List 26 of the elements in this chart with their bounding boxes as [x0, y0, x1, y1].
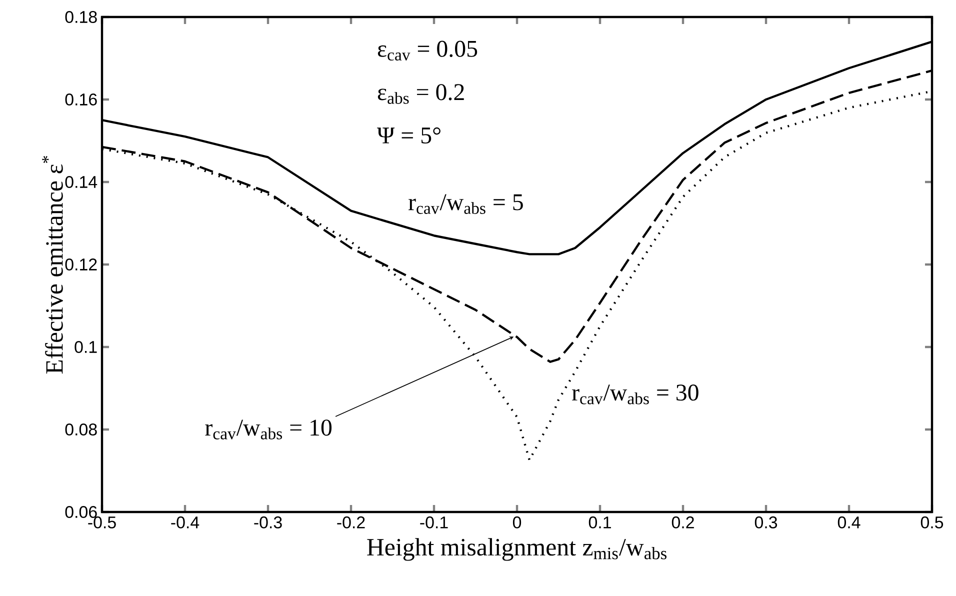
- text: r$_{cav}$/w$_{abs}$ = 10: [205, 420, 332, 440]
- y-tick-label: 0.18: [65, 10, 97, 23]
- series-label: r$_{cav}$/w$_{abs}$ = 5: [408, 194, 523, 214]
- x-tick-label: 0.5: [920, 516, 944, 528]
- y-tick-label: 0.06: [65, 506, 97, 518]
- x-tick-label: 0: [512, 516, 522, 528]
- x-tick-label: 0.4: [838, 516, 860, 528]
- x-tick-label: -0.2: [337, 516, 365, 528]
- x-tick-label: 0.1: [588, 516, 611, 528]
- y-tick-label: 0.1: [74, 340, 97, 353]
- y-tick-label: 0.08: [65, 423, 97, 436]
- y-tick-label: 0.14: [65, 176, 98, 188]
- x-tick-label: -0.5: [88, 516, 116, 528]
- x-tick-label: -0.4: [171, 516, 200, 528]
- y-tick-label: 0.12: [65, 258, 97, 270]
- annotation: ε$_{cav}$ = 0.05: [378, 40, 478, 61]
- annotation: ε$_{abs}$ = 0.2: [378, 84, 464, 104]
- annotation: Ψ = 5°: [377, 127, 440, 144]
- y-axis-title: Effective emittance ε$^{*}$: [42, 156, 63, 374]
- x-tick-label: -0.1: [420, 516, 448, 528]
- x-tick-label: -0.3: [254, 516, 282, 528]
- y-tick-label: 0.16: [65, 93, 97, 106]
- series-label: r$_{cav}$/w$_{abs}$ = 30: [572, 384, 698, 404]
- x-tick-label: 0.3: [754, 516, 778, 528]
- x-axis-title: Height misalignment z$_{mis}$/w$_{abs}$: [367, 538, 666, 561]
- x-tick-label: 0.2: [672, 516, 694, 528]
